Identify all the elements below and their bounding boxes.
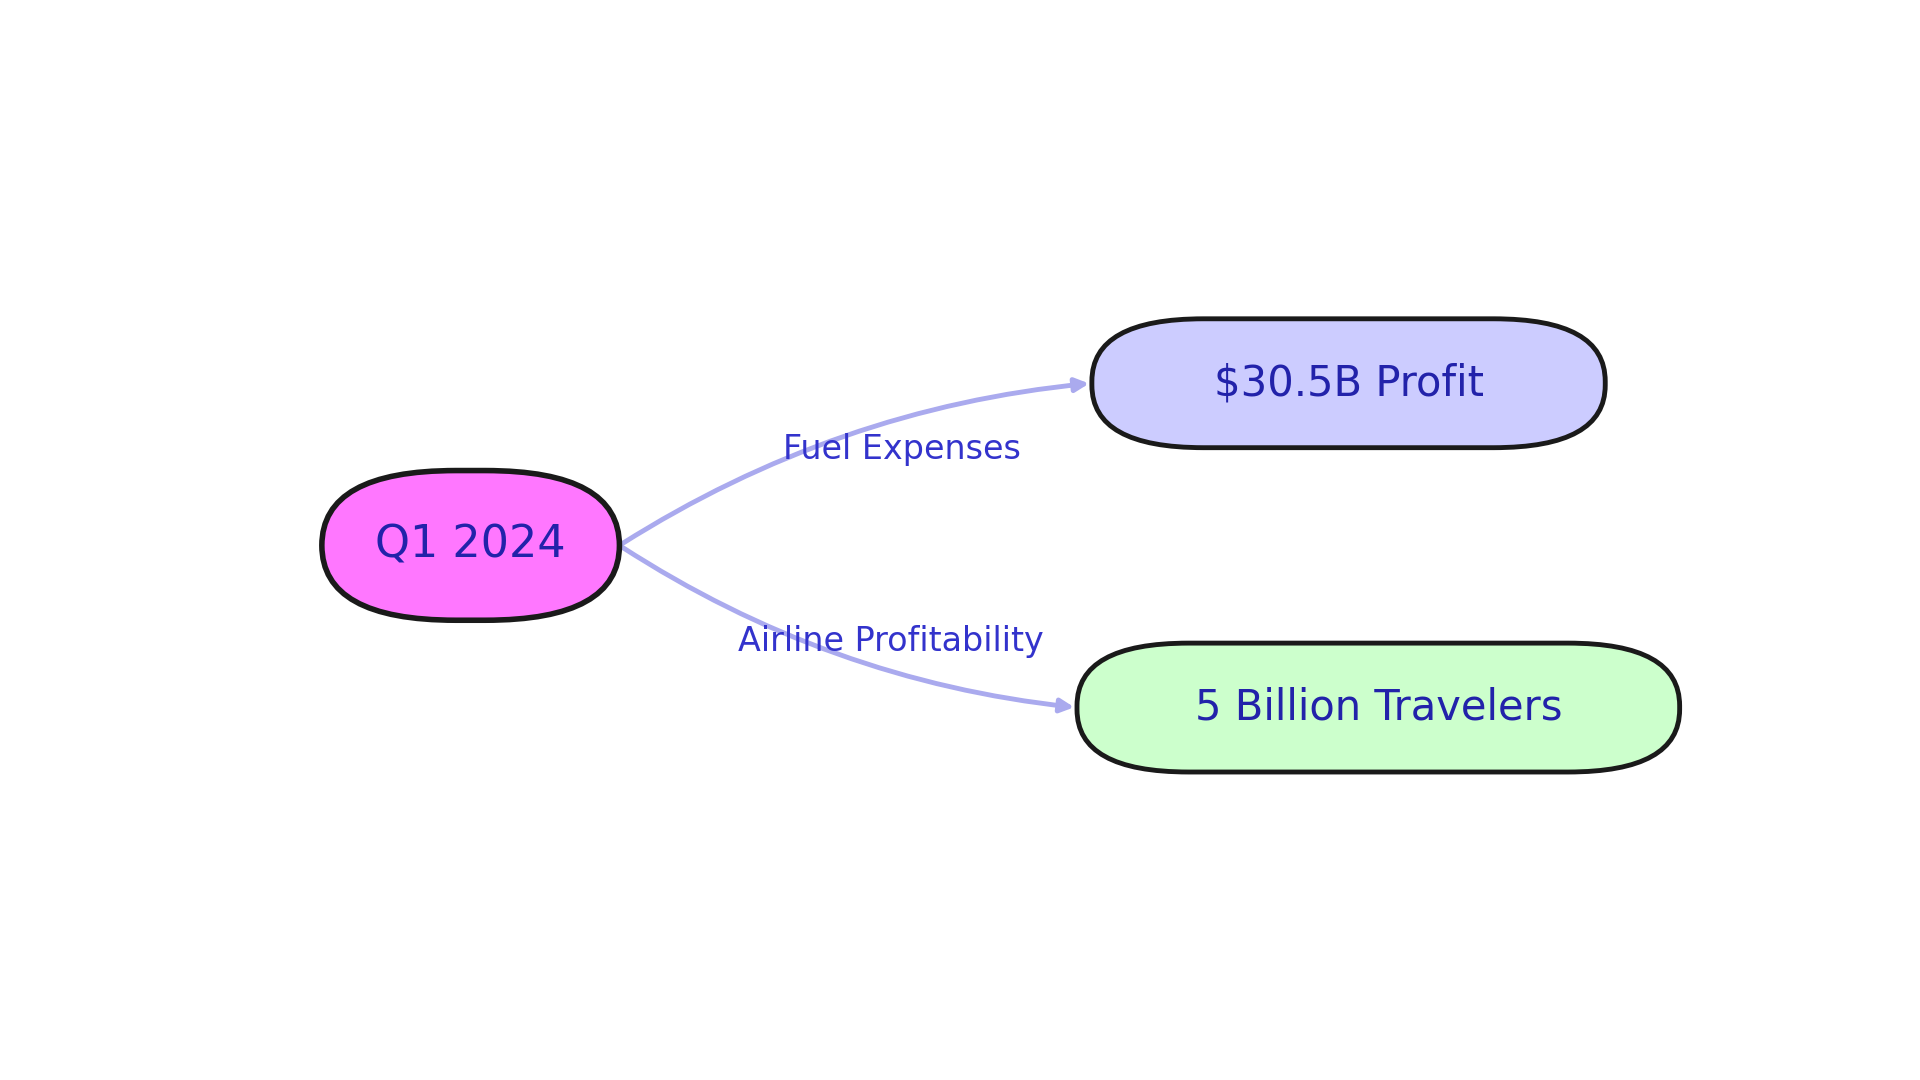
FancyBboxPatch shape [1077,643,1680,772]
Text: Q1 2024: Q1 2024 [374,524,566,567]
Text: 5 Billion Travelers: 5 Billion Travelers [1194,687,1563,729]
Text: Fuel Expenses: Fuel Expenses [783,433,1021,467]
FancyBboxPatch shape [323,471,620,620]
FancyArrowPatch shape [622,379,1083,544]
Text: $30.5B Profit: $30.5B Profit [1213,362,1484,404]
FancyBboxPatch shape [1092,319,1605,448]
FancyArrowPatch shape [622,546,1069,711]
Text: Airline Profitability: Airline Profitability [739,624,1044,658]
